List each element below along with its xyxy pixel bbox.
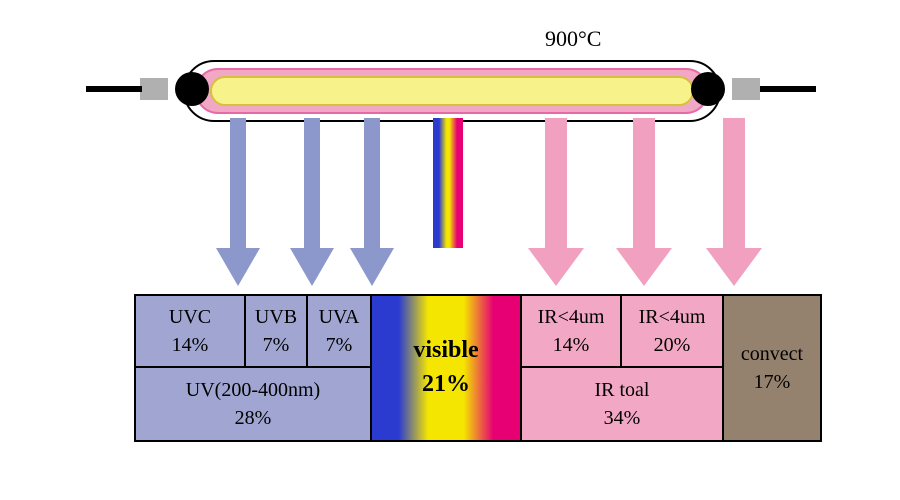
cell-percent: 34% — [604, 404, 641, 432]
uv-arrow — [350, 118, 394, 286]
cell-label: UVA — [319, 303, 360, 331]
uv-arrow — [290, 118, 334, 286]
spectrum-cell: visible 21% — [372, 294, 520, 442]
tube-endcap-right — [691, 72, 725, 106]
ir-arrow — [706, 118, 762, 286]
ir-column: IR<4um 14% IR<4um 20% IR toal 34% — [522, 294, 724, 442]
tube-inner — [210, 76, 694, 106]
cell-label: UV(200-400nm) — [186, 376, 320, 404]
cell-percent: 7% — [326, 331, 353, 359]
spectrum-cell: UV(200-400nm) 28% — [136, 368, 370, 442]
spectrum-cell: IR<4um 14% — [522, 294, 622, 368]
ir-arrow — [528, 118, 584, 286]
uv-arrow — [216, 118, 260, 286]
ir-arrow — [616, 118, 672, 286]
cell-percent: 17% — [754, 368, 791, 396]
tube-endcap-left — [175, 72, 209, 106]
cell-label: visible — [413, 334, 478, 368]
spectrum-cell: UVB 7% — [246, 294, 308, 368]
cell-label: IR toal — [595, 376, 650, 404]
tube-collar-right — [732, 78, 760, 100]
cell-label: IR<4um — [639, 303, 706, 331]
cell-percent: 28% — [235, 404, 272, 432]
outer-temp-label: 900°C — [545, 26, 601, 52]
cell-percent: 21% — [422, 368, 470, 402]
uv-column: UVC 14% UVB 7% UVA 7% UV(200-400nm) 28% — [134, 294, 372, 442]
spectrum-cell: convect 17% — [724, 294, 820, 442]
tube-collar-left — [140, 78, 168, 100]
visible-arrow — [414, 118, 482, 248]
cell-label: IR<4um — [538, 303, 605, 331]
tube-lead-right — [760, 86, 816, 92]
spectrum-cell: UVA 7% — [308, 294, 370, 368]
tube-lead-left — [86, 86, 142, 92]
cell-percent: 14% — [172, 331, 209, 359]
spectrum-cell: UVC 14% — [136, 294, 246, 368]
diagram-canvas: 900°C 6000°C UVC 14% UVB 7% UVA 7% — [0, 0, 900, 500]
cell-percent: 20% — [654, 331, 691, 359]
visible-column: visible 21% — [372, 294, 522, 442]
cell-percent: 7% — [263, 331, 290, 359]
cell-label: UVC — [169, 303, 211, 331]
cell-label: UVB — [255, 303, 297, 331]
cell-percent: 14% — [553, 331, 590, 359]
cell-label: convect — [741, 340, 803, 368]
convection-column: convect 17% — [724, 294, 822, 442]
spectrum-cell: IR<4um 20% — [622, 294, 722, 368]
spectrum-cell: IR toal 34% — [522, 368, 722, 442]
spectrum-table: UVC 14% UVB 7% UVA 7% UV(200-400nm) 28% — [134, 294, 822, 442]
